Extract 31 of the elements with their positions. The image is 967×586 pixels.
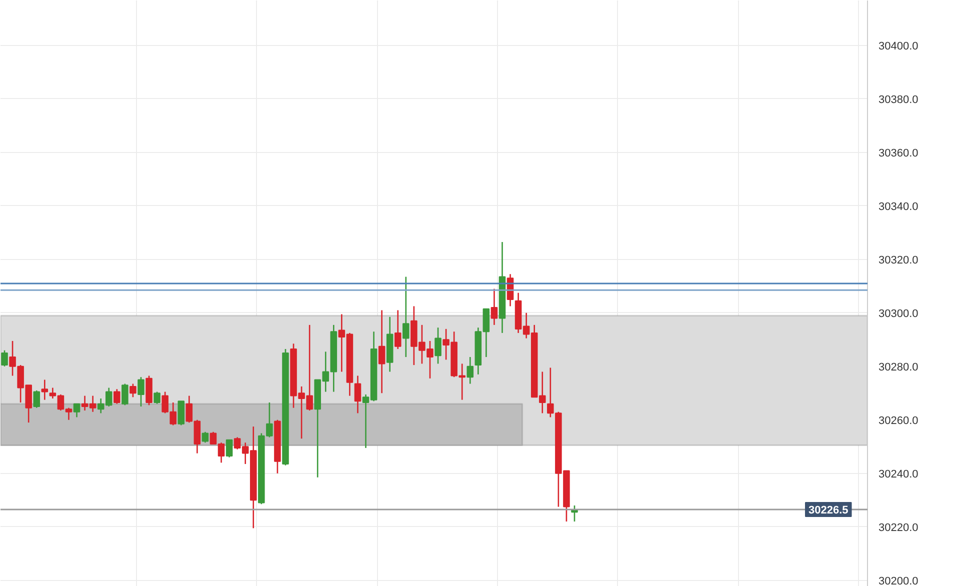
candlestick: [490, 288, 498, 326]
y-tick-label: 30320.0: [878, 254, 918, 266]
candlestick: [178, 400, 185, 426]
candlestick: [354, 375, 362, 414]
candlestick: [226, 439, 233, 458]
y-tick-label: 30400.0: [878, 40, 918, 52]
candlestick: [33, 390, 40, 408]
y-tick-label: 30300.0: [878, 308, 918, 320]
y-tick-label: 30380.0: [878, 94, 918, 106]
candlestick: [466, 356, 474, 384]
candlestick: [114, 388, 120, 404]
candlestick: [378, 310, 386, 394]
y-tick-label: 30360.0: [878, 147, 918, 160]
candlestick: [138, 376, 144, 408]
y-tick-label: 30220.0: [878, 522, 918, 534]
candlestick: [73, 403, 80, 418]
candlestick: [394, 310, 402, 350]
candlestick: [122, 383, 128, 406]
candlestick: [130, 383, 136, 398]
candlestick: [41, 379, 48, 400]
candlestick: [1, 350, 8, 368]
candlestick: [154, 391, 160, 404]
y-tick-label: 30240.0: [878, 468, 918, 480]
candlestick: [434, 326, 442, 364]
y-tick-label: 30260.0: [878, 414, 918, 427]
candlestick: [202, 431, 209, 444]
y-tick-label: 30280.0: [878, 361, 918, 374]
candlestick: [402, 276, 410, 358]
y-tick-label: 30340.0: [878, 200, 918, 213]
ref-line-label: 30226.5: [808, 504, 848, 516]
y-tick-label: 30200.0: [878, 575, 918, 586]
